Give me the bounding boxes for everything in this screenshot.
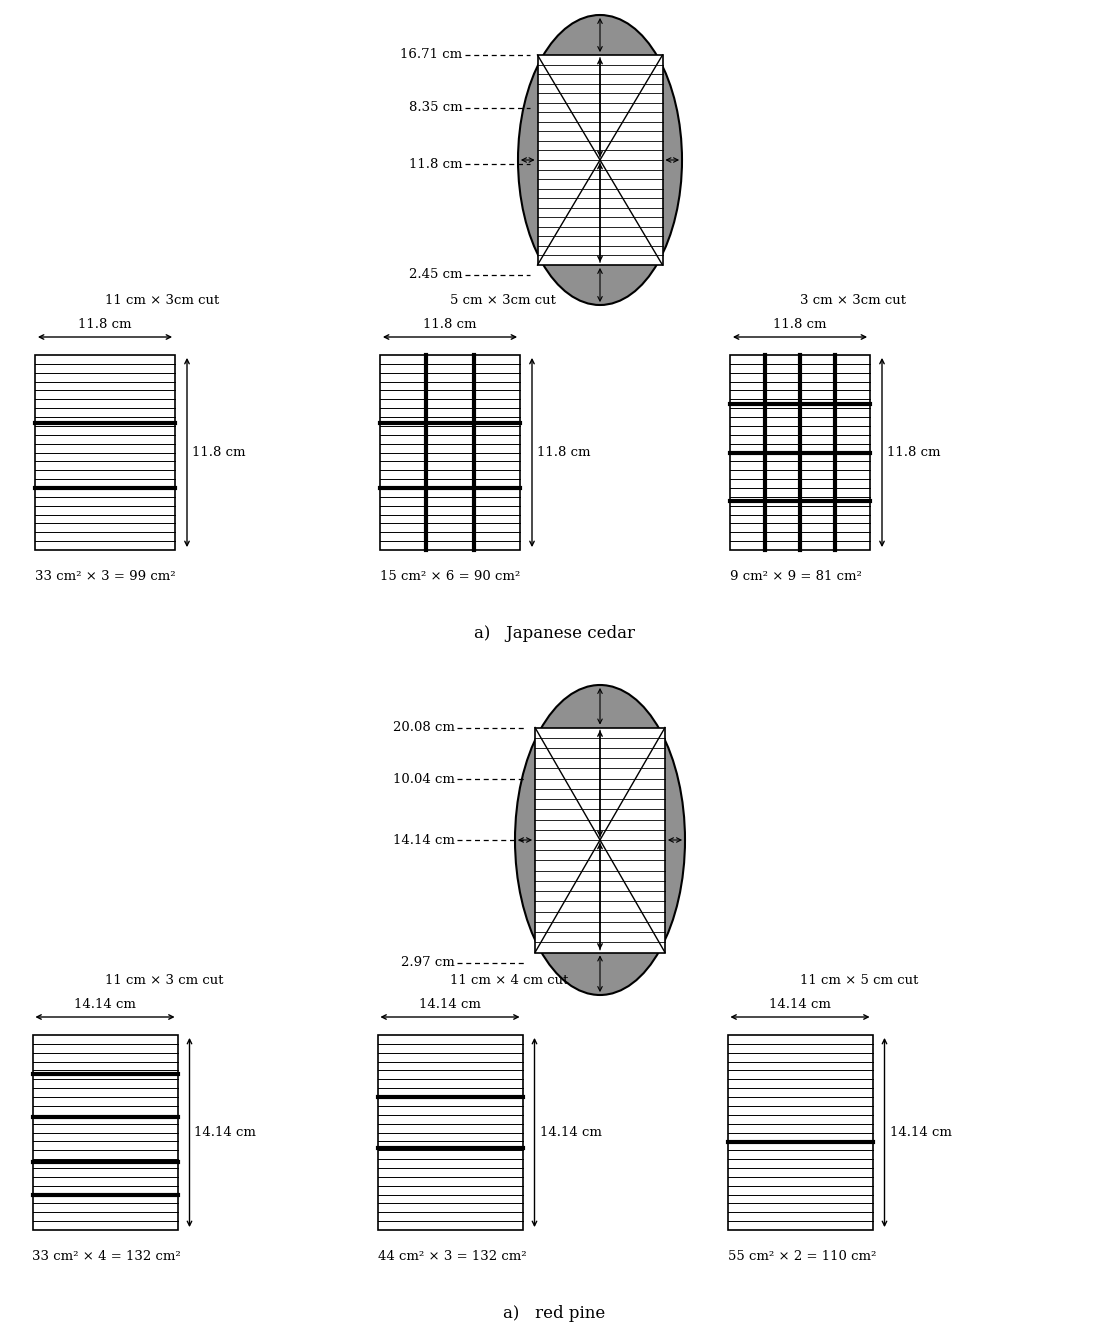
Text: 11.8 cm: 11.8 cm [424,318,477,332]
Bar [380,355,520,551]
Text: 11.8 cm: 11.8 cm [79,318,132,332]
Text: 44 cm² × 3 = 132 cm²: 44 cm² × 3 = 132 cm² [377,1250,526,1262]
Text: 11 cm × 3 cm cut: 11 cm × 3 cm cut [105,974,224,987]
Bar [377,1035,522,1230]
Bar [32,1035,177,1230]
Ellipse shape [518,15,682,305]
Text: 11.8 cm: 11.8 cm [887,446,940,459]
Text: 14.14 cm: 14.14 cm [419,998,481,1011]
Text: 11.8 cm: 11.8 cm [192,446,245,459]
Text: 11 cm × 4 cm cut: 11 cm × 4 cm cut [450,974,569,987]
Bar [730,355,869,551]
Text: 15 cm² × 6 = 90 cm²: 15 cm² × 6 = 90 cm² [380,569,520,583]
Text: 11.8 cm: 11.8 cm [409,157,462,171]
Text: a)   red pine: a) red pine [503,1305,606,1322]
Text: 5 cm × 3cm cut: 5 cm × 3cm cut [450,294,556,306]
Text: 14.14 cm: 14.14 cm [889,1125,952,1139]
Text: 10.04 cm: 10.04 cm [393,772,455,786]
Text: 8.35 cm: 8.35 cm [409,101,462,114]
Text: 33 cm² × 4 = 132 cm²: 33 cm² × 4 = 132 cm² [32,1250,181,1262]
Bar [538,55,662,265]
Text: 16.71 cm: 16.71 cm [400,48,462,62]
Text: 20.08 cm: 20.08 cm [393,721,455,735]
Ellipse shape [515,685,685,995]
Text: 9 cm² × 9 = 81 cm²: 9 cm² × 9 = 81 cm² [730,569,862,583]
Text: a)   Japanese cedar: a) Japanese cedar [474,624,635,642]
Bar [35,355,175,551]
Text: 11 cm × 3cm cut: 11 cm × 3cm cut [105,294,220,306]
Bar [728,1035,873,1230]
Text: 55 cm² × 2 = 110 cm²: 55 cm² × 2 = 110 cm² [728,1250,876,1262]
Text: 2.45 cm: 2.45 cm [409,269,462,282]
Text: 14.14 cm: 14.14 cm [539,1125,601,1139]
Text: 14.14 cm: 14.14 cm [194,1125,256,1139]
Text: 3 cm × 3cm cut: 3 cm × 3cm cut [800,294,906,306]
Text: 14.14 cm: 14.14 cm [393,834,455,846]
Text: 11.8 cm: 11.8 cm [773,318,826,332]
Text: 2.97 cm: 2.97 cm [401,956,455,970]
Text: 14.14 cm: 14.14 cm [769,998,831,1011]
Bar [535,728,665,952]
Text: 11.8 cm: 11.8 cm [537,446,590,459]
Text: 11 cm × 5 cm cut: 11 cm × 5 cm cut [800,974,918,987]
Text: 33 cm² × 3 = 99 cm²: 33 cm² × 3 = 99 cm² [35,569,175,583]
Text: 14.14 cm: 14.14 cm [74,998,136,1011]
